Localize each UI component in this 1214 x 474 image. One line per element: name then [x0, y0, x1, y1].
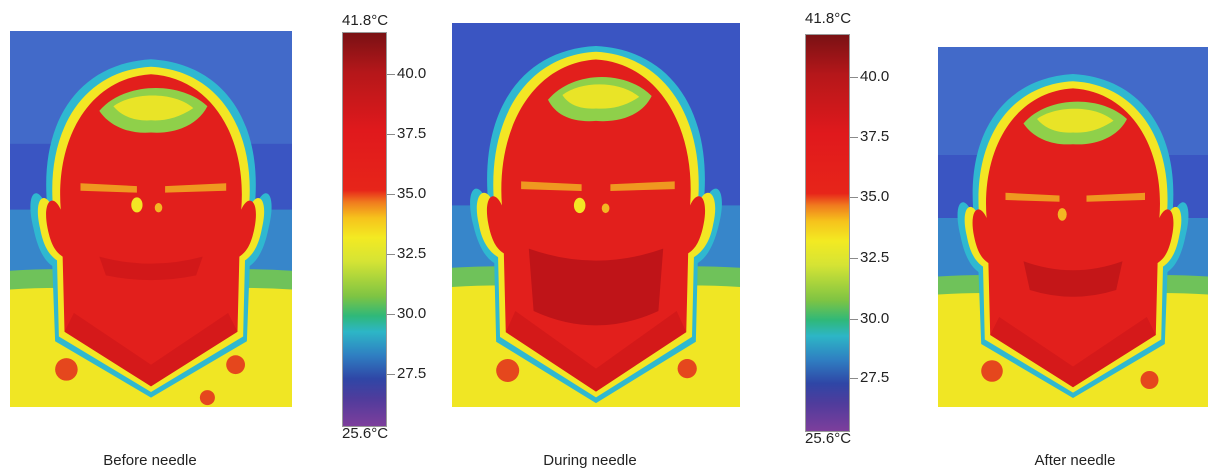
tick-label: 30.0 [860, 310, 889, 327]
tick-label: 35.0 [397, 185, 426, 202]
temperature-scale-1: 41.8°C 40.0 37.5 35.0 32.5 30.0 27.5 25.… [342, 10, 452, 450]
tick-mark [850, 319, 858, 320]
tick-mark [850, 197, 858, 198]
tick-mark [850, 258, 858, 259]
thermal-image-after [938, 26, 1208, 428]
caption-before: Before needle [60, 452, 240, 469]
tick-label: 40.0 [860, 68, 889, 85]
tick-label: 35.0 [860, 188, 889, 205]
color-scale-bar [805, 34, 850, 432]
tick-mark [850, 378, 858, 379]
thermal-face-after-graphic [938, 26, 1208, 428]
tick-mark [850, 77, 858, 78]
tick-label: 32.5 [860, 249, 889, 266]
tick-label: 37.5 [397, 125, 426, 142]
thermal-image-during [452, 14, 740, 416]
scale-max-label: 41.8°C [342, 12, 388, 29]
thermal-face-before-graphic [10, 18, 292, 420]
temperature-scale-2: 41.8°C 40.0 37.5 35.0 32.5 30.0 27.5 25.… [805, 10, 915, 450]
tick-mark [387, 374, 395, 375]
scale-min-label: 25.6°C [805, 430, 851, 447]
scale-min-label: 25.6°C [342, 425, 388, 442]
tick-mark [387, 194, 395, 195]
tick-label: 27.5 [860, 369, 889, 386]
tick-label: 30.0 [397, 305, 426, 322]
tick-label: 32.5 [397, 245, 426, 262]
tick-label: 27.5 [397, 365, 426, 382]
tick-mark [387, 134, 395, 135]
tick-label: 40.0 [397, 65, 426, 82]
color-scale-bar [342, 32, 387, 427]
thermal-image-before [10, 18, 292, 420]
tick-mark [850, 137, 858, 138]
caption-after: After needle [995, 452, 1155, 469]
scale-max-label: 41.8°C [805, 10, 851, 27]
tick-mark [387, 314, 395, 315]
caption-during: During needle [490, 452, 690, 469]
tick-mark [387, 74, 395, 75]
tick-label: 37.5 [860, 128, 889, 145]
tick-mark [387, 254, 395, 255]
thermal-face-during-graphic [452, 14, 740, 416]
